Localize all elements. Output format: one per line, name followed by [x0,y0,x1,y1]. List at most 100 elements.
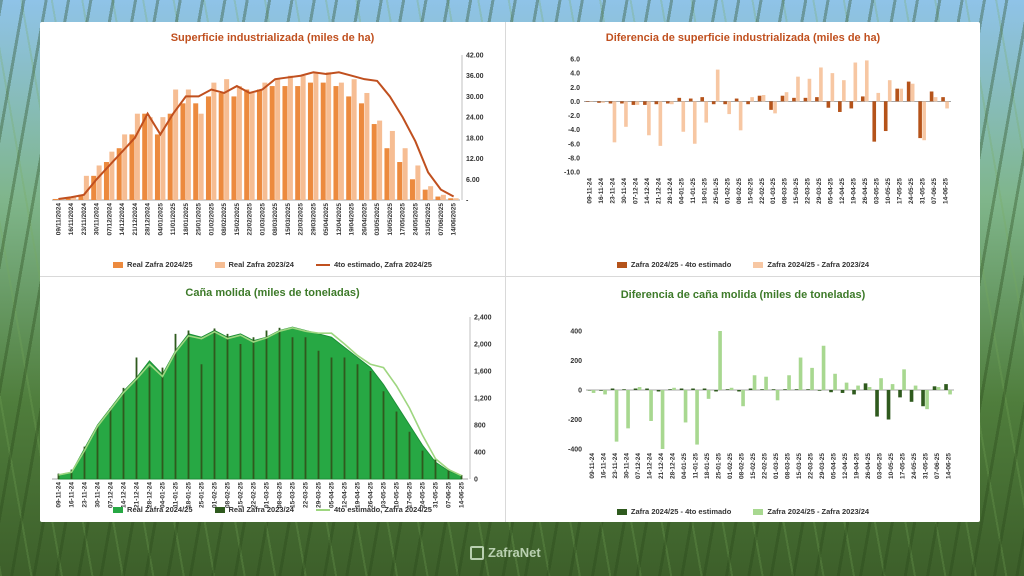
bar-series-b [729,387,734,390]
bar-series-b [948,390,952,395]
bar-series-a [307,82,313,200]
bar-series-a [895,88,899,102]
x-tick-label: 24-05-25 [420,482,427,508]
bar-series-b [147,117,153,200]
legend-item: Real Zafra 2023/24 [214,260,294,269]
legend-swatch [113,506,124,513]
bar-series-a [677,97,682,102]
x-tick-label: 17-05-25 [407,482,414,508]
x-tick-label: 21-12-24 [134,482,141,508]
legend-label: Zafra 2024/25 - Zafra 2023/24 [767,260,870,269]
bar-series-a [585,101,590,102]
bar-series-a [631,101,636,105]
bar-real-2023-24 [265,330,268,479]
legend: Real Zafra 2024/25 Real Zafra 2023/24 4t… [40,505,505,514]
bar-series-a [256,89,262,200]
y-tick-label: 30.00 [466,94,484,101]
bar-series-b [761,95,766,102]
bar-series-b [879,378,883,390]
bar-series-b [428,186,434,200]
legend-swatch [315,263,330,266]
y-tick-label: 24.00 [466,115,484,122]
bar-series-b [913,385,918,390]
x-tick-label: 24-05-25 [908,178,915,204]
chart-cana-molida-svg: 2,400 2,000 1,600 1,200 800 400 0 09-11-24 16-11… [52,315,492,508]
bar-series-b [173,89,179,200]
bar-series-b [798,357,803,390]
bar-series-a [116,148,122,200]
bar-series-b [134,113,140,200]
chart-diferencia-cana: Diferencia de caña molida (miles de tone… [506,277,980,522]
bar-series-b [718,331,722,390]
x-tick-label: 15-03-25 [793,178,800,204]
chart-title: Diferencia de superficie industrializada… [605,32,881,44]
bar-series-b [910,83,915,102]
y-tick-label: -200 [568,417,582,424]
bar-series-b [807,78,812,102]
x-tick-label: 23-11-24 [610,178,617,204]
x-tick-label: 03-05-25 [873,178,880,204]
x-tick-label: 08-02-25 [736,178,743,204]
bar-series-a [295,86,301,200]
x-tick-label: 05-04-25 [828,178,835,204]
x-tick-label: 31-05-25 [922,453,929,479]
bar-real-2023-24 [330,357,333,479]
bar-series-b [821,345,826,390]
x-tick-label: 25-01-25 [715,453,722,479]
legend-item: 4to estimado, Zafra 2024/25 [315,505,432,514]
bar-series-b [71,196,77,200]
x-tick-label: 22/02/2025 [247,203,254,236]
bar-series-b [787,375,791,390]
y-tick-label: 2,000 [474,342,492,349]
bar-series-b [338,82,344,200]
y-tick-label: 12.00 [466,156,484,163]
bar-series-b [249,92,255,200]
bar-series-a [711,101,716,105]
bar-series-a [597,101,601,103]
y-tick-label: 400 [570,329,582,336]
legend-item: Real Zafra 2024/25 [113,260,193,269]
bar-series-b [925,390,929,410]
bar-series-a [941,97,945,102]
x-tick-label: 28-12-24 [667,178,674,204]
bar-series-a [103,162,109,200]
legend-item: Zafra 2024/25 - Zafra 2023/24 [753,260,869,269]
x-tick-label: 03-05-25 [381,482,388,508]
bar-series-b [945,101,949,109]
bar-real-2023-24 [200,364,203,479]
x-tick-label: 09-11-24 [56,482,63,508]
bar-series-b [933,97,938,102]
bar-series-a [875,390,879,417]
bar-series-b [635,101,640,105]
x-tick-label: 16/11/2024 [68,203,75,236]
x-tick-label: 07-12-24 [633,178,640,204]
bar-series-b [853,62,858,102]
x-tick-label: 15-03-25 [796,453,803,479]
x-tick-label: 14/06/2025 [451,203,458,236]
bar-series-a [918,101,922,139]
bar-series-a [656,390,661,392]
bar-series-a [645,388,649,390]
bar-series-b [624,101,628,127]
x-tick-label: 14-06-25 [459,482,466,508]
bar-series-b [224,79,230,200]
x-tick-label: 25/01/2025 [196,203,203,236]
x-tick-label: 21-12-24 [658,453,665,479]
bar-series-b [876,92,881,102]
bar-series-a [435,196,441,200]
bar-series-a [409,179,415,200]
bar-series-a [829,390,833,393]
legend-swatch [753,508,764,515]
x-tick-label: 30-11-24 [621,178,628,204]
bar-series-a [608,101,613,104]
legend-swatch [214,506,225,513]
bar-series-a [780,95,785,102]
y-tick-label: 18.00 [466,135,484,142]
bar-series-a [815,97,819,102]
bar-real-2023-24 [460,474,463,479]
bar-series-a [448,198,454,200]
x-tick-label: 18-01-25 [704,453,711,479]
x-tick-label: 07-06-25 [931,178,938,204]
bar-series-b [842,80,846,102]
bar-series-b [626,390,630,429]
